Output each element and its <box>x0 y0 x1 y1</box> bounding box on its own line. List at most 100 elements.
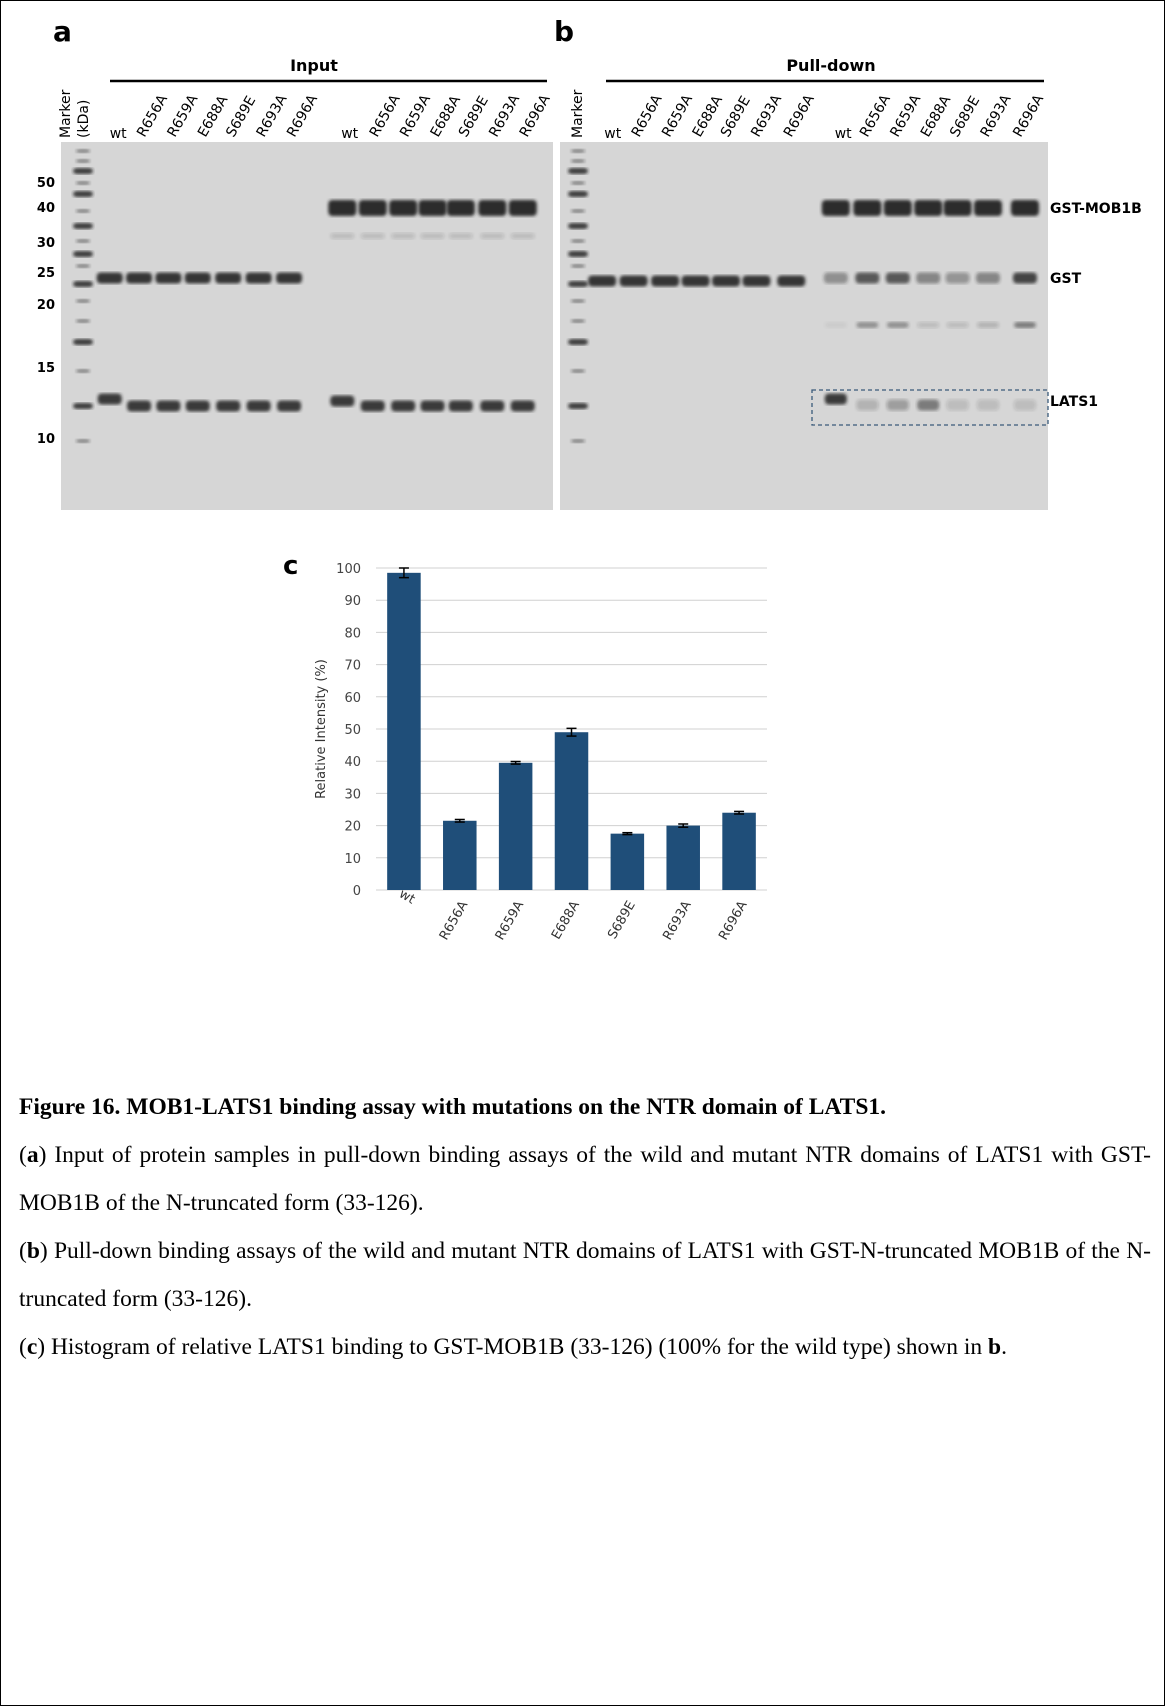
lane-label: R693A <box>978 92 1015 140</box>
band <box>76 369 90 373</box>
band <box>97 273 123 284</box>
band <box>588 276 616 287</box>
y-tick-label: 80 <box>344 626 361 641</box>
band <box>571 369 585 373</box>
band <box>976 273 1000 284</box>
band <box>391 233 415 239</box>
band <box>620 276 648 287</box>
marker-kda: 15 <box>37 361 55 376</box>
band <box>447 200 475 216</box>
band <box>947 322 969 328</box>
band <box>568 191 588 197</box>
band <box>185 273 211 284</box>
marker-label: Marker <box>570 89 586 138</box>
band <box>742 276 770 287</box>
band <box>73 223 93 229</box>
panel-title: Pull-down <box>786 56 875 75</box>
band <box>76 209 90 213</box>
marker-kda: 20 <box>37 298 55 313</box>
y-tick-label: 20 <box>344 820 361 835</box>
band <box>712 276 740 287</box>
band-label: GST-MOB1B <box>1050 201 1142 217</box>
band <box>76 239 90 243</box>
lane-label: R696A <box>1010 92 1047 140</box>
band-label: LATS1 <box>1050 394 1098 410</box>
band <box>216 401 240 412</box>
band <box>571 264 585 268</box>
band <box>856 322 878 328</box>
marker-kda: 30 <box>37 236 55 251</box>
band <box>855 273 879 284</box>
lane-label: wt <box>110 126 127 142</box>
band <box>571 319 585 323</box>
caption-text: ( <box>19 1238 27 1264</box>
band <box>571 299 585 303</box>
lane-label: wt <box>835 126 852 142</box>
band <box>1011 200 1039 216</box>
band <box>98 394 122 405</box>
page: abInputPull-downMarker(kDa)Marker5040302… <box>0 0 1165 1706</box>
band <box>1014 322 1036 328</box>
band <box>76 299 90 303</box>
band <box>449 233 473 239</box>
bar <box>387 573 421 890</box>
marker-kda: 25 <box>37 266 55 281</box>
band <box>568 339 588 345</box>
band <box>825 394 847 405</box>
bar <box>555 732 589 890</box>
band <box>73 191 93 197</box>
y-tick-label: 0 <box>353 884 361 899</box>
band <box>974 200 1002 216</box>
marker-kda: 50 <box>37 176 55 191</box>
band <box>568 403 588 409</box>
caption-bold: b <box>27 1238 40 1264</box>
band <box>73 339 93 345</box>
x-tick-label: R696A <box>716 898 750 943</box>
band <box>330 396 354 407</box>
marker-kda: 40 <box>37 201 55 216</box>
x-tick-label: R693A <box>660 898 694 943</box>
band <box>917 400 939 411</box>
band <box>914 200 942 216</box>
band <box>822 200 850 216</box>
band <box>917 322 939 328</box>
band <box>76 149 90 153</box>
band <box>944 200 972 216</box>
band <box>76 181 90 185</box>
band <box>568 281 588 287</box>
band <box>571 209 585 213</box>
y-tick-label: 10 <box>344 852 361 867</box>
y-tick-label: 50 <box>344 723 361 738</box>
band <box>361 401 385 412</box>
y-tick-label: 100 <box>336 562 361 577</box>
band <box>571 181 585 185</box>
band <box>571 239 585 243</box>
band <box>886 273 910 284</box>
band <box>777 276 805 287</box>
band <box>977 400 999 411</box>
panel-letter: b <box>554 15 574 48</box>
band <box>947 400 969 411</box>
bar <box>722 813 756 890</box>
caption-paragraph: (a) Input of protein samples in pull-dow… <box>19 1131 1151 1227</box>
caption-bold: c <box>27 1334 37 1360</box>
band <box>568 251 588 257</box>
caption-bold: b <box>988 1334 1001 1360</box>
band <box>1013 273 1037 284</box>
band <box>126 273 152 284</box>
bar <box>443 821 477 890</box>
band <box>825 322 847 328</box>
lane-label: R696A <box>517 92 554 140</box>
caption-text: ) Input of protein samples in pull-down … <box>19 1142 1151 1216</box>
caption-text: ( <box>19 1334 27 1360</box>
band <box>511 233 535 239</box>
marker-label: (kDa) <box>76 100 92 138</box>
caption-text: ( <box>19 1142 27 1168</box>
y-axis-label: Relative Intensity (%) <box>314 659 329 799</box>
band <box>449 401 473 412</box>
lane-label: R693A <box>748 92 785 140</box>
y-tick-label: 40 <box>344 755 361 770</box>
band <box>824 273 848 284</box>
band <box>884 200 912 216</box>
